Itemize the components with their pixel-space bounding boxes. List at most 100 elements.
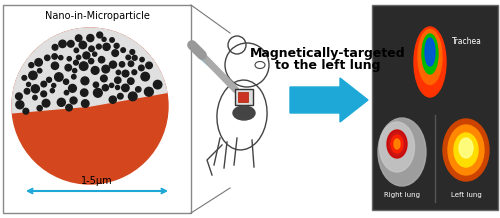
- Circle shape: [132, 55, 137, 60]
- Circle shape: [58, 56, 63, 60]
- Bar: [238, 92, 248, 102]
- Text: Right lung: Right lung: [384, 192, 420, 198]
- Circle shape: [29, 63, 34, 68]
- Bar: [372, 5, 498, 210]
- Circle shape: [42, 99, 50, 107]
- Circle shape: [138, 65, 144, 71]
- Circle shape: [102, 85, 108, 91]
- Text: Trachea: Trachea: [452, 37, 482, 46]
- Ellipse shape: [418, 29, 442, 85]
- Circle shape: [44, 55, 50, 61]
- Circle shape: [109, 96, 116, 103]
- Circle shape: [29, 71, 37, 80]
- Circle shape: [79, 41, 86, 49]
- Circle shape: [88, 59, 94, 64]
- Circle shape: [72, 68, 77, 73]
- Circle shape: [146, 62, 152, 69]
- Circle shape: [116, 85, 119, 90]
- Ellipse shape: [443, 119, 489, 181]
- Ellipse shape: [233, 106, 255, 120]
- Circle shape: [54, 73, 63, 81]
- Circle shape: [128, 92, 137, 101]
- Text: 1-5μm: 1-5μm: [81, 176, 113, 186]
- Circle shape: [141, 72, 150, 81]
- Circle shape: [68, 84, 76, 92]
- Circle shape: [59, 40, 66, 48]
- Circle shape: [87, 34, 94, 42]
- Circle shape: [72, 75, 76, 79]
- Circle shape: [96, 44, 101, 49]
- Circle shape: [37, 106, 43, 111]
- Text: Magnetically-targeted: Magnetically-targeted: [250, 46, 406, 60]
- Circle shape: [41, 91, 46, 97]
- Circle shape: [52, 83, 56, 87]
- Circle shape: [66, 104, 72, 111]
- Circle shape: [41, 81, 46, 87]
- Ellipse shape: [454, 133, 478, 167]
- Circle shape: [65, 64, 71, 71]
- Circle shape: [26, 82, 30, 86]
- Circle shape: [102, 37, 106, 41]
- Circle shape: [46, 77, 52, 82]
- Circle shape: [114, 43, 119, 48]
- FancyArrow shape: [290, 78, 368, 122]
- Ellipse shape: [459, 138, 473, 158]
- Ellipse shape: [414, 27, 446, 97]
- Circle shape: [103, 43, 110, 50]
- Circle shape: [50, 89, 54, 93]
- Circle shape: [121, 48, 126, 52]
- Circle shape: [58, 98, 66, 106]
- Circle shape: [76, 55, 80, 60]
- Circle shape: [82, 100, 89, 107]
- Bar: [235, 89, 253, 105]
- Circle shape: [112, 50, 118, 56]
- Circle shape: [35, 59, 42, 66]
- Circle shape: [67, 57, 71, 61]
- Circle shape: [91, 66, 99, 74]
- Ellipse shape: [380, 122, 414, 172]
- Circle shape: [102, 65, 110, 73]
- Circle shape: [110, 38, 114, 42]
- Circle shape: [92, 52, 97, 56]
- Bar: [3, 5, 191, 213]
- Circle shape: [94, 82, 98, 87]
- Circle shape: [23, 108, 28, 114]
- Circle shape: [81, 77, 89, 85]
- Circle shape: [136, 87, 141, 92]
- Circle shape: [144, 87, 154, 96]
- Ellipse shape: [425, 38, 435, 66]
- Circle shape: [110, 61, 116, 68]
- Circle shape: [120, 62, 124, 67]
- Circle shape: [80, 62, 88, 70]
- Circle shape: [70, 97, 77, 104]
- Circle shape: [122, 70, 129, 77]
- Circle shape: [52, 54, 58, 59]
- Circle shape: [22, 76, 26, 80]
- Ellipse shape: [394, 139, 400, 149]
- Circle shape: [154, 80, 162, 89]
- Ellipse shape: [448, 125, 484, 175]
- Circle shape: [126, 55, 130, 60]
- Circle shape: [128, 78, 134, 84]
- Circle shape: [76, 35, 82, 41]
- Circle shape: [89, 46, 94, 51]
- Circle shape: [32, 85, 40, 93]
- Circle shape: [80, 89, 88, 96]
- Text: Left lung: Left lung: [450, 192, 482, 198]
- Circle shape: [12, 28, 168, 184]
- Circle shape: [16, 93, 22, 100]
- Ellipse shape: [387, 130, 407, 158]
- Circle shape: [16, 101, 24, 109]
- Circle shape: [83, 52, 90, 59]
- Circle shape: [98, 56, 104, 63]
- Circle shape: [52, 44, 58, 50]
- Circle shape: [132, 70, 136, 75]
- Circle shape: [74, 60, 78, 65]
- Wedge shape: [12, 28, 167, 113]
- Ellipse shape: [391, 135, 403, 153]
- Text: Nano-in-Microparticle: Nano-in-Microparticle: [44, 11, 150, 21]
- Circle shape: [64, 79, 68, 84]
- Circle shape: [130, 50, 134, 54]
- Circle shape: [52, 62, 59, 69]
- Circle shape: [32, 95, 37, 100]
